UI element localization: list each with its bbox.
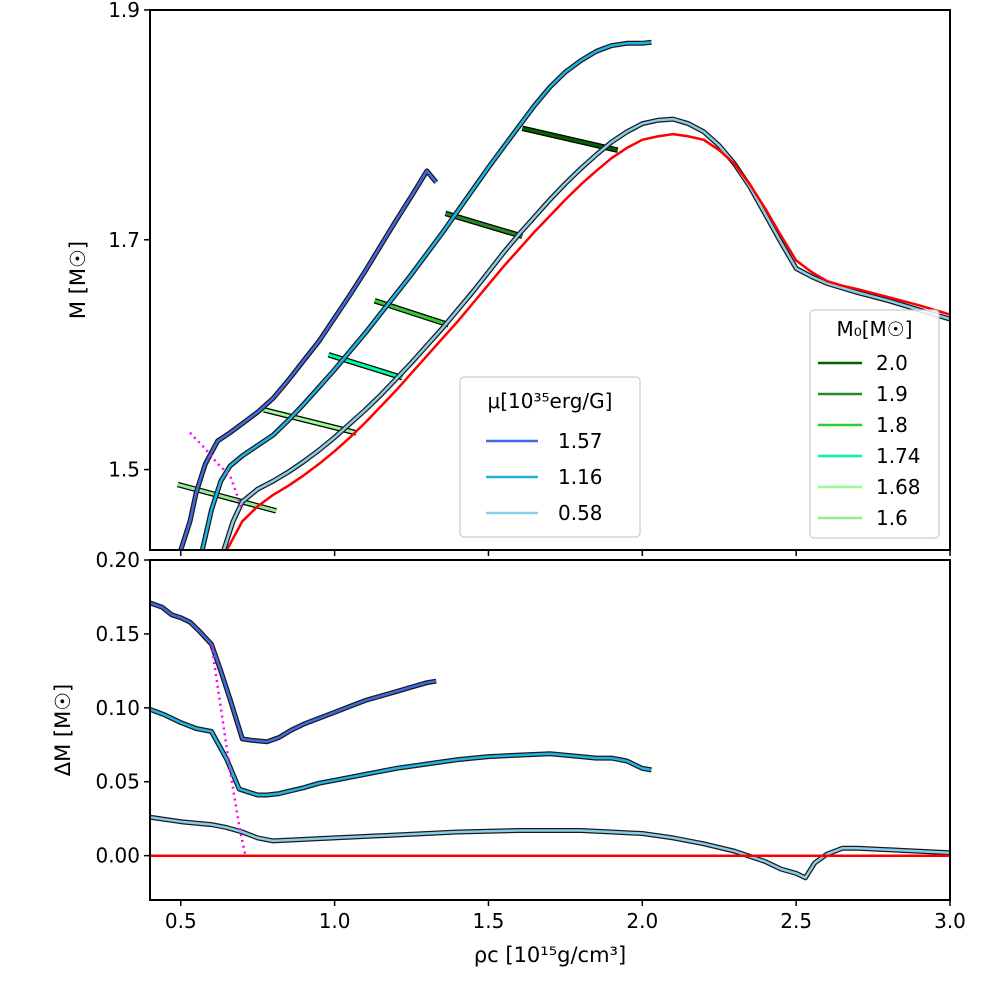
dotted-boundary-line	[210, 644, 247, 856]
series-line-1.16	[201, 40, 652, 550]
x-tick-label: 2.0	[626, 909, 658, 933]
legend-entry-label: 1.9	[876, 382, 908, 406]
top-plot-area	[176, 39, 950, 550]
y-tick-label: 0.15	[95, 622, 140, 646]
legend-m0: M₀[M☉] 2.0 1.9 1.8 1.74 1.68 1.6	[809, 309, 940, 539]
bottom-y-axis-label: ΔM [M☉]	[51, 684, 75, 777]
y-tick-label: 0.00	[95, 844, 140, 868]
legend-entry-label: 1.57	[558, 429, 603, 453]
legend-entry-label: 1.74	[876, 444, 921, 468]
bottom-panel: 0.00 0.05 0.10 0.15 0.20 0.5 1.0 1.5 2.0 2.5 3.0 Δ…	[51, 548, 966, 967]
reference-line	[225, 132, 950, 550]
legend-entry-label: 1.16	[558, 465, 603, 489]
x-axis-label: ρc [10¹⁵g/cm³]	[474, 943, 626, 967]
x-tick-label: 0.5	[165, 909, 197, 933]
series-line-0.58	[150, 815, 950, 880]
legend-entry-label: 0.58	[558, 501, 603, 525]
top-axes-ticks: 1.5 1.7 1.9	[108, 0, 951, 556]
x-tick-label: 1.0	[319, 909, 351, 933]
series-line-1.16	[150, 708, 652, 797]
legend-entry-label: 1.6	[876, 506, 908, 530]
legend-title: μ[10³⁵erg/G]	[488, 389, 613, 413]
series-line-1.57	[179, 169, 438, 550]
y-tick-label: 0.20	[95, 548, 140, 572]
iso-line-1.6	[177, 483, 277, 513]
y-tick-label: 0.10	[95, 696, 140, 720]
bottom-axes-frame	[149, 559, 951, 901]
x-tick-label: 2.5	[780, 909, 812, 933]
legend-entry-label: 1.8	[876, 413, 908, 437]
series-outline-1.16	[150, 706, 652, 798]
legend-mu: μ[10³⁵erg/G] 1.57 1.16 0.58	[459, 376, 641, 538]
series-outline-0.58	[150, 814, 950, 881]
legend-entry-label: 1.68	[876, 475, 921, 499]
x-tick-label: 1.5	[473, 909, 505, 933]
y-tick-label: 1.5	[108, 458, 140, 482]
y-tick-label: 1.7	[108, 228, 140, 252]
y-tick-label: 0.05	[95, 770, 140, 794]
legend-frame	[809, 309, 940, 539]
legend-frame	[459, 376, 641, 538]
x-tick-label: 3.0	[934, 909, 966, 933]
y-tick-label: 1.9	[108, 0, 140, 22]
iso-line-1.9	[444, 211, 523, 238]
series-line-1.57	[150, 601, 437, 744]
top-y-axis-label: M [M☉]	[66, 241, 90, 319]
legend-title: M₀[M☉]	[836, 317, 912, 341]
bottom-axes-ticks: 0.00 0.05 0.10 0.15 0.20 0.5 1.0 1.5 2.0 2.5 3.0	[95, 548, 965, 933]
bottom-plot-area	[150, 600, 950, 881]
legend-entry-label: 2.0	[876, 351, 908, 375]
top-axes-frame	[149, 9, 951, 551]
series-line-0.58	[222, 117, 950, 550]
iso-line-2.0	[521, 126, 619, 152]
top-panel: 1.5 1.7 1.9 M [M☉] μ[10³⁵erg/G] 1.57 1.16 0.5…	[66, 0, 951, 556]
